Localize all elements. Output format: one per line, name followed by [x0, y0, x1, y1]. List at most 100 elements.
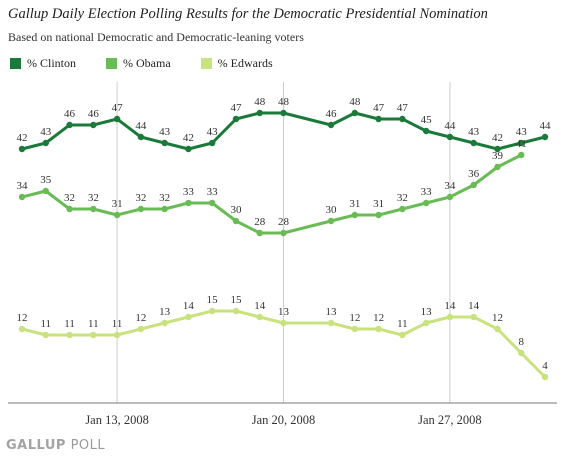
legend-item-edwards: % Edwards — [200, 56, 273, 71]
data-point-clinton — [351, 109, 359, 117]
data-label-obama: 31 — [373, 198, 384, 210]
legend-label-clinton: % Clinton — [27, 56, 77, 70]
data-point-clinton — [280, 109, 287, 117]
data-point-clinton — [446, 133, 454, 141]
data-point-clinton — [137, 133, 145, 141]
data-label-obama: 31 — [112, 198, 123, 210]
data-point-obama — [399, 205, 406, 213]
data-point-obama — [18, 193, 26, 201]
data-point-edwards — [541, 373, 549, 381]
data-point-obama — [327, 217, 335, 225]
data-label-edwards: 14 — [468, 300, 480, 312]
data-point-clinton — [66, 121, 73, 129]
data-point-obama — [494, 163, 501, 171]
data-point-edwards — [494, 325, 501, 333]
data-label-clinton: 47 — [373, 102, 385, 114]
data-point-edwards — [327, 319, 335, 327]
legend-label-edwards: % Edwards — [217, 56, 273, 70]
data-label-clinton: 46 — [64, 108, 76, 120]
data-point-obama — [66, 205, 73, 213]
data-label-edwards: 12 — [492, 312, 503, 324]
data-point-edwards — [375, 325, 382, 333]
data-label-edwards: 13 — [278, 306, 290, 318]
data-point-edwards — [42, 331, 49, 339]
data-point-obama — [185, 199, 192, 207]
data-label-obama: 36 — [468, 168, 480, 180]
data-label-edwards: 4 — [542, 360, 548, 372]
x-tick-label-0: Jan 13, 2008 — [85, 413, 149, 427]
data-label-clinton: 44 — [135, 120, 147, 132]
data-point-obama — [113, 211, 121, 219]
data-label-edwards: 13 — [326, 306, 338, 318]
data-label-obama: 34 — [444, 180, 456, 192]
data-point-obama — [422, 199, 430, 207]
data-label-clinton: 43 — [516, 126, 528, 138]
data-point-clinton — [208, 139, 216, 147]
data-point-clinton — [185, 145, 192, 153]
data-point-edwards — [18, 325, 26, 333]
data-label-edwards: 15 — [207, 294, 219, 306]
data-point-edwards — [351, 325, 359, 333]
data-label-obama: 34 — [17, 180, 29, 192]
data-point-clinton — [256, 109, 263, 117]
data-point-clinton — [494, 145, 501, 153]
data-point-clinton — [327, 121, 335, 129]
data-label-edwards: 12 — [349, 312, 360, 324]
data-point-edwards — [422, 319, 430, 327]
data-label-obama: 32 — [159, 192, 170, 204]
data-label-obama: 30 — [230, 204, 242, 216]
data-point-edwards — [280, 319, 287, 327]
legend-label-obama: % Obama — [123, 56, 171, 70]
data-label-clinton: 47 — [397, 102, 409, 114]
data-label-obama: 28 — [278, 216, 290, 228]
data-point-obama — [375, 211, 382, 219]
data-label-clinton: 48 — [254, 96, 266, 108]
data-label-obama: 32 — [88, 192, 99, 204]
chart-legend: % Clinton % Obama % Edwards — [10, 56, 273, 71]
series-line-edwards — [20, 309, 547, 379]
chart-subtitle: Based on national Democratic and Democra… — [8, 30, 304, 44]
data-point-obama — [90, 205, 97, 213]
data-label-clinton: 42 — [492, 132, 503, 144]
data-point-edwards — [137, 325, 145, 333]
data-label-clinton: 42 — [183, 132, 194, 144]
data-label-obama: 41 — [516, 138, 527, 150]
data-point-clinton — [422, 127, 430, 135]
data-point-edwards — [518, 349, 525, 357]
data-label-obama: 28 — [254, 216, 266, 228]
legend-swatch-clinton — [10, 58, 21, 69]
data-label-edwards: 11 — [40, 318, 51, 330]
data-point-clinton — [375, 115, 382, 123]
data-point-edwards — [399, 331, 406, 339]
legend-item-obama: % Obama — [106, 56, 171, 71]
data-label-obama: 32 — [135, 192, 146, 204]
data-point-edwards — [256, 313, 263, 321]
data-label-edwards: 11 — [112, 318, 123, 330]
data-label-clinton: 43 — [207, 126, 219, 138]
data-label-obama: 35 — [40, 174, 52, 186]
data-point-obama — [446, 193, 454, 201]
data-point-clinton — [18, 145, 26, 153]
data-label-obama: 33 — [421, 186, 433, 198]
data-label-clinton: 42 — [17, 132, 28, 144]
data-label-clinton: 43 — [468, 126, 480, 138]
data-point-clinton — [113, 115, 121, 123]
data-point-clinton — [232, 115, 240, 123]
data-label-edwards: 12 — [135, 312, 146, 324]
x-tick-label-2: Jan 27, 2008 — [418, 413, 482, 427]
data-label-obama: 32 — [397, 192, 408, 204]
legend-item-clinton: % Clinton — [10, 56, 76, 71]
data-label-edwards: 14 — [444, 300, 456, 312]
data-label-obama: 39 — [492, 150, 504, 162]
data-label-obama: 30 — [326, 204, 338, 216]
series-line-clinton — [20, 111, 547, 151]
legend-swatch-obama — [106, 58, 118, 69]
data-label-edwards: 11 — [64, 318, 75, 330]
data-point-clinton — [42, 139, 49, 147]
data-point-obama — [42, 187, 49, 195]
data-label-edwards: 15 — [230, 294, 242, 306]
data-label-clinton: 43 — [159, 126, 171, 138]
data-label-edwards: 12 — [373, 312, 384, 324]
data-point-obama — [137, 205, 145, 213]
data-label-edwards: 8 — [518, 336, 524, 348]
